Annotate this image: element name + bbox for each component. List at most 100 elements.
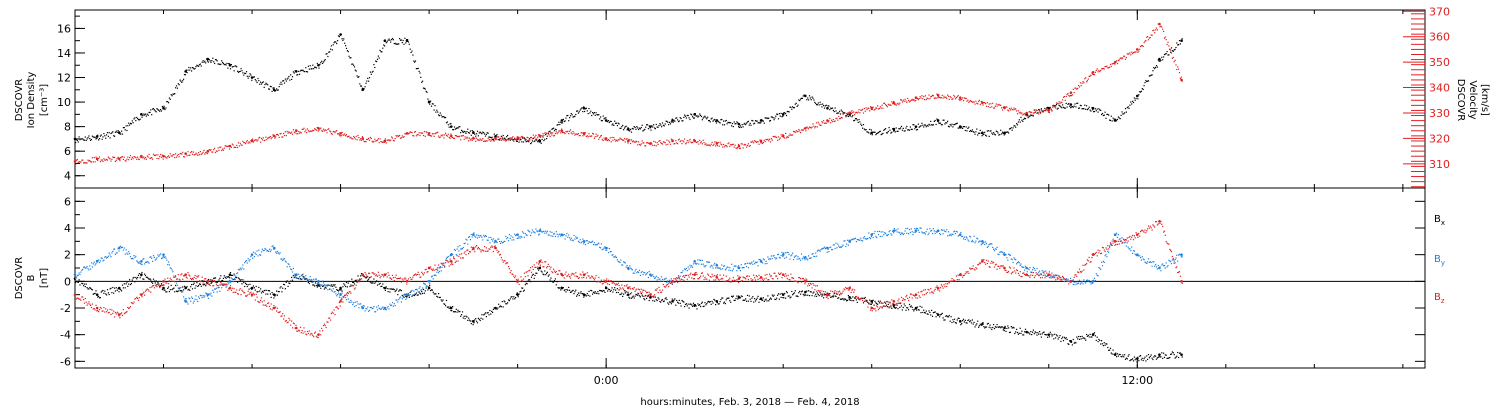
velocity-series-trace-dot	[475, 140, 477, 142]
ion-density-series-trace-dot	[447, 124, 449, 126]
velocity-series-trace-dot	[649, 143, 651, 145]
b-x-series-trace-dot	[609, 290, 611, 292]
b-y-series-trace-dot	[629, 265, 631, 267]
b-y-series-trace-dot	[254, 252, 256, 254]
velocity-series-trace-dot	[532, 134, 534, 136]
b-x-series-trace-dot	[606, 287, 608, 289]
velocity-series-trace-dot	[870, 106, 872, 108]
velocity-series-trace-dot	[752, 140, 754, 142]
b-y-series-trace-dot	[473, 232, 475, 234]
velocity-series-trace-dot	[766, 139, 768, 141]
velocity-series-trace-dot	[785, 137, 788, 139]
b-x-series-trace-dot	[1096, 336, 1098, 338]
b-x-series-trace-dot	[876, 303, 878, 305]
b-x-series-trace-dot	[654, 296, 656, 298]
ion-density-series-trace-dot	[736, 121, 738, 123]
b-x-series-trace-dot	[284, 288, 286, 290]
b-y-series-trace-dot	[401, 298, 403, 300]
b-y-series-trace-dot	[300, 275, 302, 277]
b-y-series-trace-dot	[435, 275, 437, 277]
b-y-series-trace-dot	[580, 242, 582, 244]
b-y-series-trace-dot	[495, 240, 497, 242]
b-y-series-trace-dot	[570, 237, 572, 239]
velocity-series-trace-dot	[1155, 29, 1157, 31]
ion-density-series-trace-dot	[160, 110, 163, 112]
b-x-series-trace-dot	[706, 303, 708, 305]
ion-density-series-trace-dot	[700, 114, 702, 116]
b-y-series-trace-dot	[669, 279, 671, 281]
velocity-series-trace-dot	[323, 130, 325, 132]
ion-density-series-trace-dot	[96, 137, 98, 139]
ion-density-series-trace-dot	[645, 126, 647, 128]
b-y-series-trace-dot	[558, 234, 560, 236]
b-x-series-trace-dot	[189, 289, 191, 291]
b-x-series-trace-dot	[657, 297, 659, 299]
ion-density-series-trace-dot	[395, 43, 397, 45]
ion-density-series-trace-dot	[470, 134, 472, 136]
velocity-series-trace-dot	[1123, 55, 1125, 57]
ion-density-series-trace-dot	[901, 129, 903, 131]
velocity-series-trace-dot	[467, 137, 469, 139]
b-x-series-trace-dot	[611, 287, 613, 289]
ion-density-series-trace-dot	[539, 139, 541, 141]
velocity-series-trace-dot	[237, 146, 239, 149]
velocity-series-trace-dot	[940, 97, 942, 99]
b-x-series-trace-dot	[109, 288, 111, 290]
ion-density-series-trace-dot	[1020, 116, 1022, 118]
ion-density-series-trace-dot	[689, 118, 691, 121]
ion-density-series-trace-dot	[504, 137, 506, 139]
b-x-series-trace-dot	[875, 302, 877, 304]
ion-density-series-trace-dot	[614, 120, 616, 122]
b-y-series-trace-dot	[193, 300, 195, 302]
b-y-series-trace-dot	[611, 254, 613, 256]
velocity-series-trace-dot	[515, 139, 518, 141]
ion-density-series-trace-dot	[669, 123, 672, 125]
ion-density-series-trace-dot	[268, 88, 271, 90]
velocity-series-trace-dot	[1008, 107, 1011, 110]
b-y-series-trace-dot	[258, 249, 260, 251]
ion-density-series-trace-dot	[918, 126, 920, 128]
b-y-series-trace-dot	[802, 256, 804, 258]
b-x-series-trace-dot	[219, 277, 221, 279]
velocity-series-trace-dot	[365, 141, 367, 143]
ion-density-series-trace-dot	[238, 71, 240, 73]
b-x-series-trace-dot	[523, 289, 525, 291]
b-x-series-trace-dot	[1172, 352, 1174, 354]
b-x-series-trace-dot	[670, 303, 672, 305]
velocity-series-trace-dot	[625, 138, 627, 140]
ion-density-series-trace-dot	[1041, 110, 1043, 112]
b-y-series-trace-dot	[547, 234, 549, 236]
b-y-series-trace-dot	[217, 287, 219, 289]
ion-density-series-trace-dot	[413, 60, 415, 62]
b-y-series-trace-dot	[80, 271, 82, 273]
ion-density-series-trace-dot	[107, 135, 109, 137]
b-x-series-trace-dot	[1155, 355, 1157, 357]
b-x-series-trace-dot	[671, 298, 673, 300]
b-y-series-trace-dot	[692, 266, 694, 268]
velocity-series-trace-dot	[326, 132, 328, 134]
velocity-series-trace-dot	[265, 136, 267, 138]
top-right-axis-title-1: DSCOVR	[1455, 79, 1466, 122]
ion-density-series-trace-dot	[1046, 107, 1048, 109]
velocity-series-trace-dot	[743, 144, 745, 146]
ion-density-series-trace-dot	[546, 138, 548, 140]
velocity-series-trace-dot	[740, 143, 742, 145]
b-x-series-trace-dot	[1178, 356, 1180, 359]
b-y-series-trace-dot	[719, 267, 721, 269]
b-x-series-trace-dot	[996, 324, 998, 326]
velocity-series-trace-dot	[675, 140, 677, 142]
ion-density-series-trace-dot	[576, 110, 578, 112]
b-y-series-trace-dot	[413, 290, 415, 292]
ion-density-series-trace-dot	[688, 117, 690, 119]
ion-density-series-trace-dot	[714, 118, 716, 121]
b-x-series-trace-dot	[302, 276, 304, 278]
b-y-series-trace-dot	[324, 285, 326, 287]
ion-density-series-trace-dot	[974, 133, 976, 135]
velocity-series-trace-dot	[451, 136, 453, 138]
b-y-series-trace-dot	[137, 261, 139, 263]
ion-density-series-trace-dot	[788, 111, 790, 113]
b-x-series-trace-dot	[865, 300, 867, 302]
ion-density-series-trace-dot	[391, 39, 393, 41]
velocity-series-trace-dot	[567, 130, 569, 132]
b-y-series-trace-dot	[789, 258, 791, 260]
